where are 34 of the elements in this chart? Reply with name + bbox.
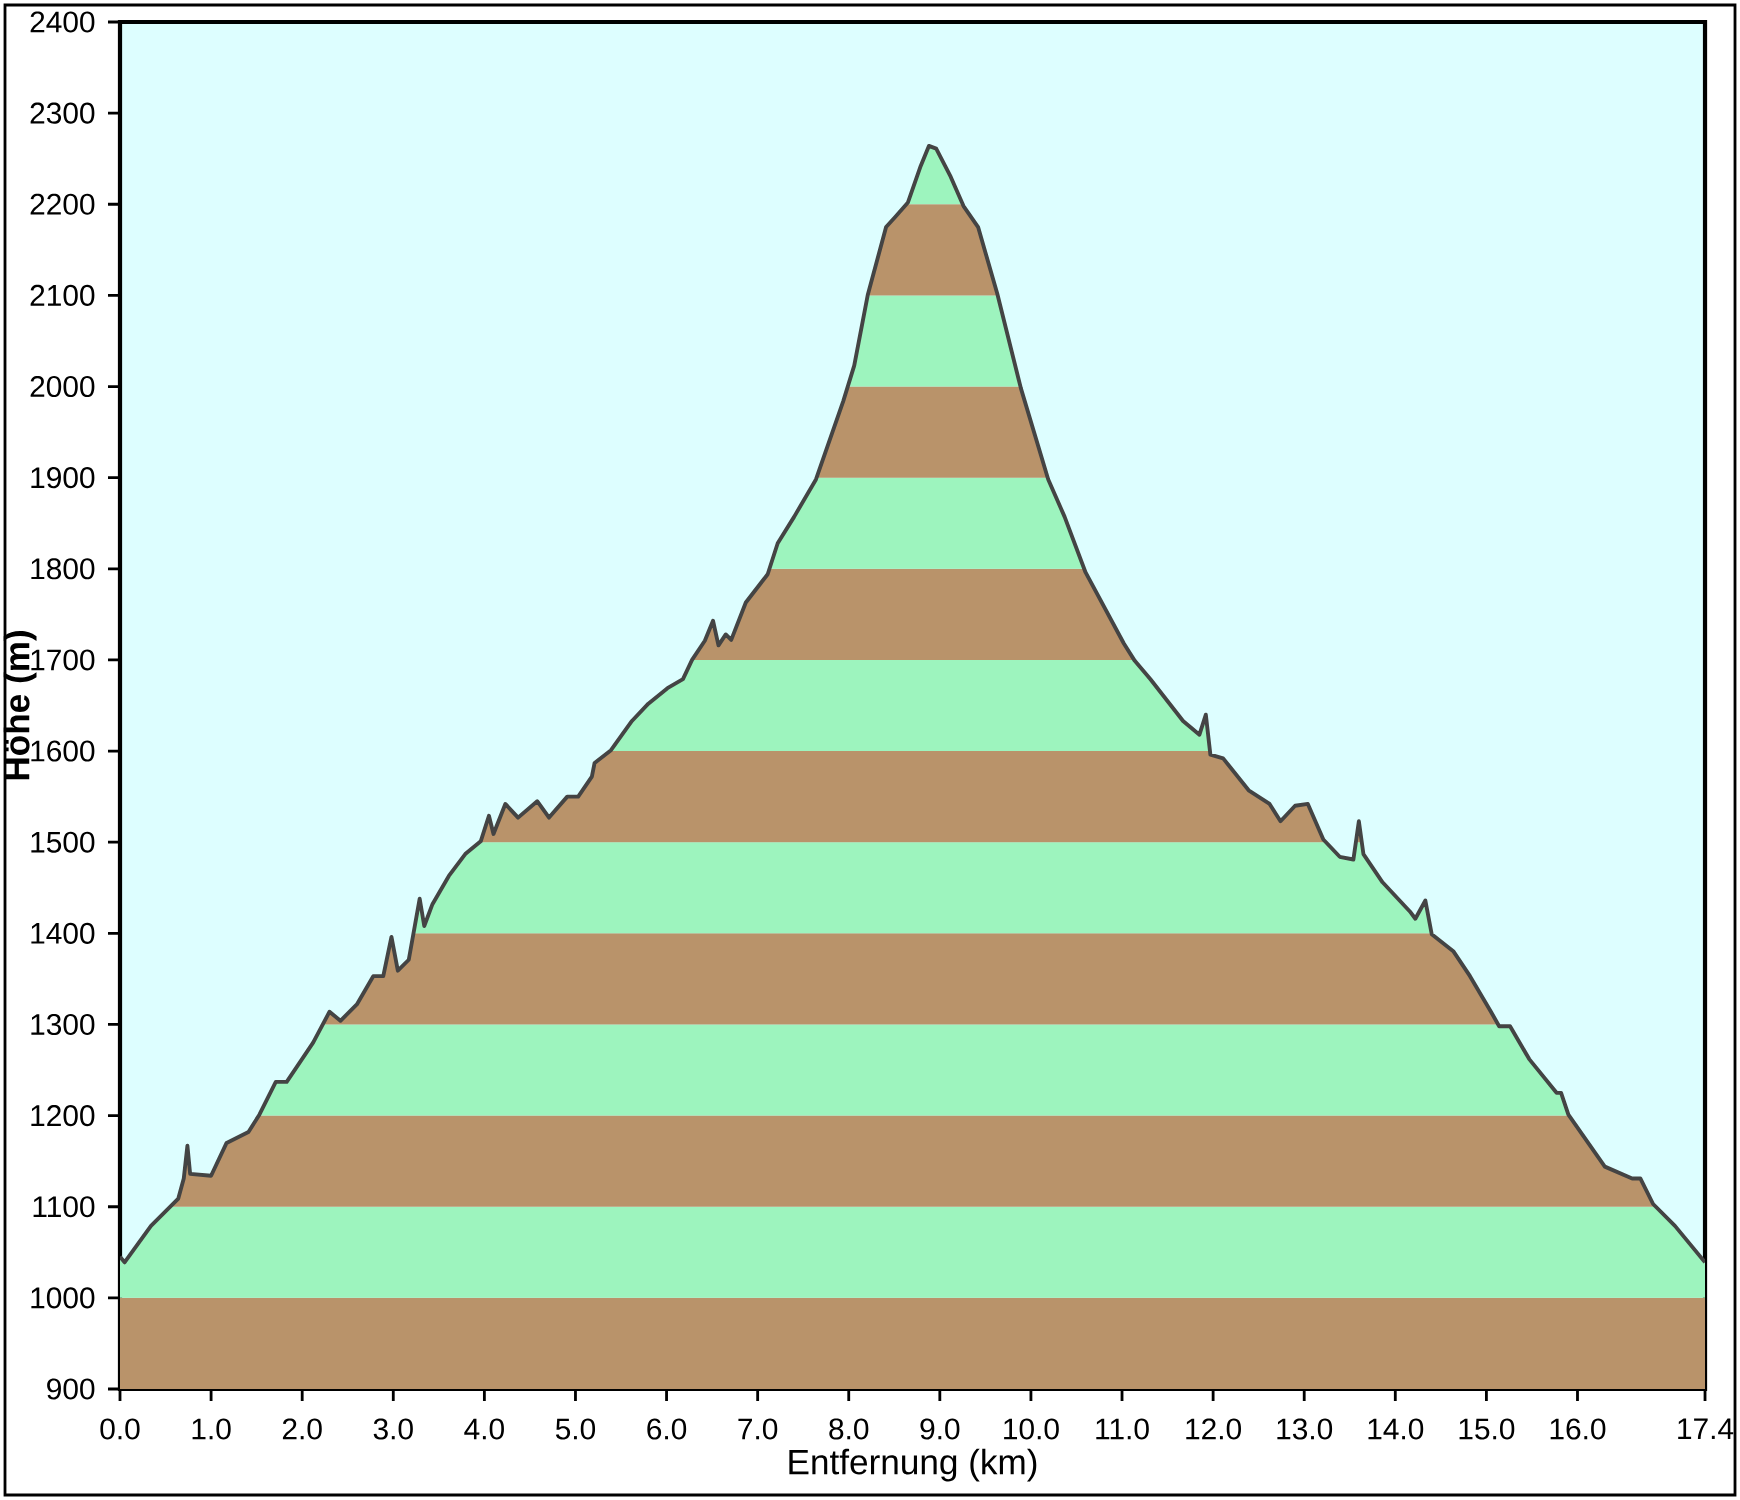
x-axis-title: Entfernung (km) — [789, 1448, 1037, 1482]
x-tick-label: 7.0 — [738, 1418, 778, 1440]
x-tick-label: 6.0 — [647, 1418, 687, 1440]
x-tick-label: 12.0 — [1186, 1418, 1241, 1440]
x-tick-label: 9.0 — [920, 1418, 960, 1440]
x-tick-label: 3.0 — [373, 1418, 413, 1440]
x-tick-label: 10.0 — [1004, 1418, 1059, 1440]
x-tick-label: 4.0 — [464, 1418, 504, 1440]
x-tick-label: 0.0 — [100, 1418, 140, 1440]
x-tick-label: 16.0 — [1550, 1418, 1606, 1440]
y-tick-label: 1300 — [31, 1013, 95, 1036]
y-tick-label: 1500 — [31, 831, 95, 853]
y-tick-label: 2100 — [30, 284, 95, 306]
y-tick-label: 1900 — [31, 467, 95, 489]
x-tick-label: 1.0 — [192, 1418, 231, 1440]
y-tick-label: 1800 — [31, 558, 95, 580]
y-tick-label: 2400 — [30, 11, 95, 33]
x-tick-label: 8.0 — [829, 1418, 869, 1440]
y-tick-label: 1400 — [31, 922, 95, 944]
y-tick-label: 1100 — [33, 1196, 95, 1218]
y-tick-label: 1200 — [31, 1105, 95, 1127]
y-tick-label: 2200 — [30, 193, 95, 215]
line-series — [120, 143, 1706, 1265]
y-tick-label: 2000 — [30, 375, 95, 398]
y-tick-label: 2300 — [30, 102, 95, 124]
x-tick-label: 15.0 — [1459, 1418, 1515, 1440]
y-tick-label: 1000 — [31, 1287, 95, 1309]
x-tick-label: 2.0 — [282, 1418, 322, 1440]
x-tick-label: 17.4 — [1678, 1418, 1734, 1439]
x-tick-label: 13.0 — [1277, 1418, 1333, 1440]
x-tick-label: 5.0 — [555, 1418, 596, 1440]
x-tick-label: 11.0 — [1096, 1418, 1149, 1440]
x-tick-label: 14.0 — [1368, 1418, 1424, 1440]
y-tick-label: 900 — [47, 1378, 95, 1400]
